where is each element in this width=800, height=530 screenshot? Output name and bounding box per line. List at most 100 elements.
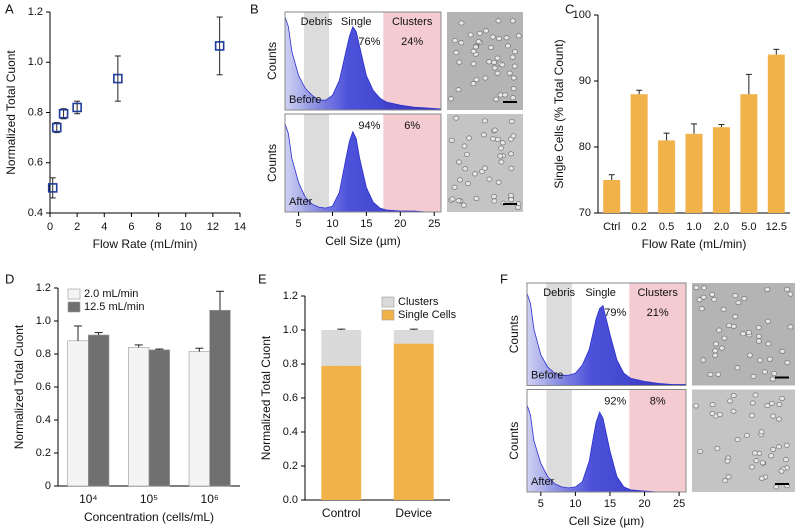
panel-state-label: Before [531,369,563,381]
cell [515,204,521,210]
cell [709,411,716,417]
cell [753,458,760,464]
cell [721,335,728,341]
cell [693,403,700,409]
cell [711,297,718,303]
cell [452,38,458,44]
x-tick-label: 0 [47,221,53,233]
bar [67,340,89,487]
x-tick-label: 0.2 [631,221,646,233]
panel-letter: C [565,1,574,16]
legend-swatch [381,296,395,308]
x-tick-label: 14 [234,221,246,233]
cell [455,87,462,93]
region [546,283,572,386]
x-tick-label: Ctrl [603,221,620,233]
cell [783,442,790,448]
cell [783,457,789,463]
plot-frame [284,11,442,111]
region-label: Clusters [637,287,678,299]
cell [750,373,757,379]
cell [715,371,722,377]
region-label: Debris [543,287,575,299]
cell [491,198,498,204]
legend-label: Single Cells [398,309,457,321]
cell [511,49,518,55]
cell [508,197,515,203]
cell [453,50,460,56]
cell [698,306,705,312]
cell [749,400,756,406]
x-tick-label: 10 [326,218,338,230]
cell [768,453,775,459]
cell [509,18,516,24]
region [303,114,330,212]
legend-label: 12.5 mL/min [84,301,145,313]
cell [700,357,707,363]
x-tick-label: 5 [296,218,302,230]
cell [491,65,498,71]
cell [734,437,741,443]
y-axis-label: Counts [507,315,521,353]
region-label: Single [585,287,616,299]
y-axis-label: Normalized Total Cuont [4,50,18,175]
cell [758,429,765,435]
y-axis-label: Counts [265,42,279,80]
legend-label: Clusters [398,296,439,308]
cell [481,118,488,124]
cell [712,352,719,358]
y-tick-label: 0.4 [36,414,51,426]
cell [764,286,771,292]
cell [755,338,762,344]
x-tick-label: 4 [101,221,107,233]
cell [489,34,496,40]
x-tick-label: 10⁴ [79,492,98,506]
y-tick-label: 0.2 [36,447,51,459]
cell [495,18,502,24]
cell [740,331,747,337]
y-axis-label: Normalized Total Cuont [259,335,273,460]
y-tick-label: 1.2 [36,282,51,294]
region-label: Debris [301,16,333,28]
cell [470,48,477,54]
cell [770,446,777,452]
y-tick-label: 0.8 [28,106,43,118]
panel-state-label: Before [289,94,321,106]
bar [393,343,434,500]
cell [509,54,516,60]
cell [486,176,493,182]
cell [784,286,790,292]
y-tick-label: 1.2 [28,6,43,18]
cell [498,159,505,165]
bar [321,365,362,500]
region [383,12,441,110]
cell [752,392,759,398]
cell [735,300,742,306]
cell [464,151,470,157]
cell [486,59,493,65]
cell [499,62,506,68]
region [629,283,686,386]
cell [719,345,725,351]
cell [778,468,785,474]
cell [497,153,504,159]
cell [712,348,719,354]
cell [787,291,794,297]
region-label: Clusters [392,16,433,28]
cell [732,293,739,299]
cell [471,171,478,177]
cell [473,195,480,201]
region-label: Single [341,16,372,28]
cell [470,61,477,67]
percent-label: 8% [650,395,666,407]
cell [466,135,473,141]
cell [771,371,778,377]
cell [758,475,765,481]
cell [744,432,750,438]
legend-label: 2.0 mL/min [84,288,138,300]
bar [88,334,110,487]
cell [453,115,460,121]
region [546,389,572,492]
cell [709,291,716,297]
